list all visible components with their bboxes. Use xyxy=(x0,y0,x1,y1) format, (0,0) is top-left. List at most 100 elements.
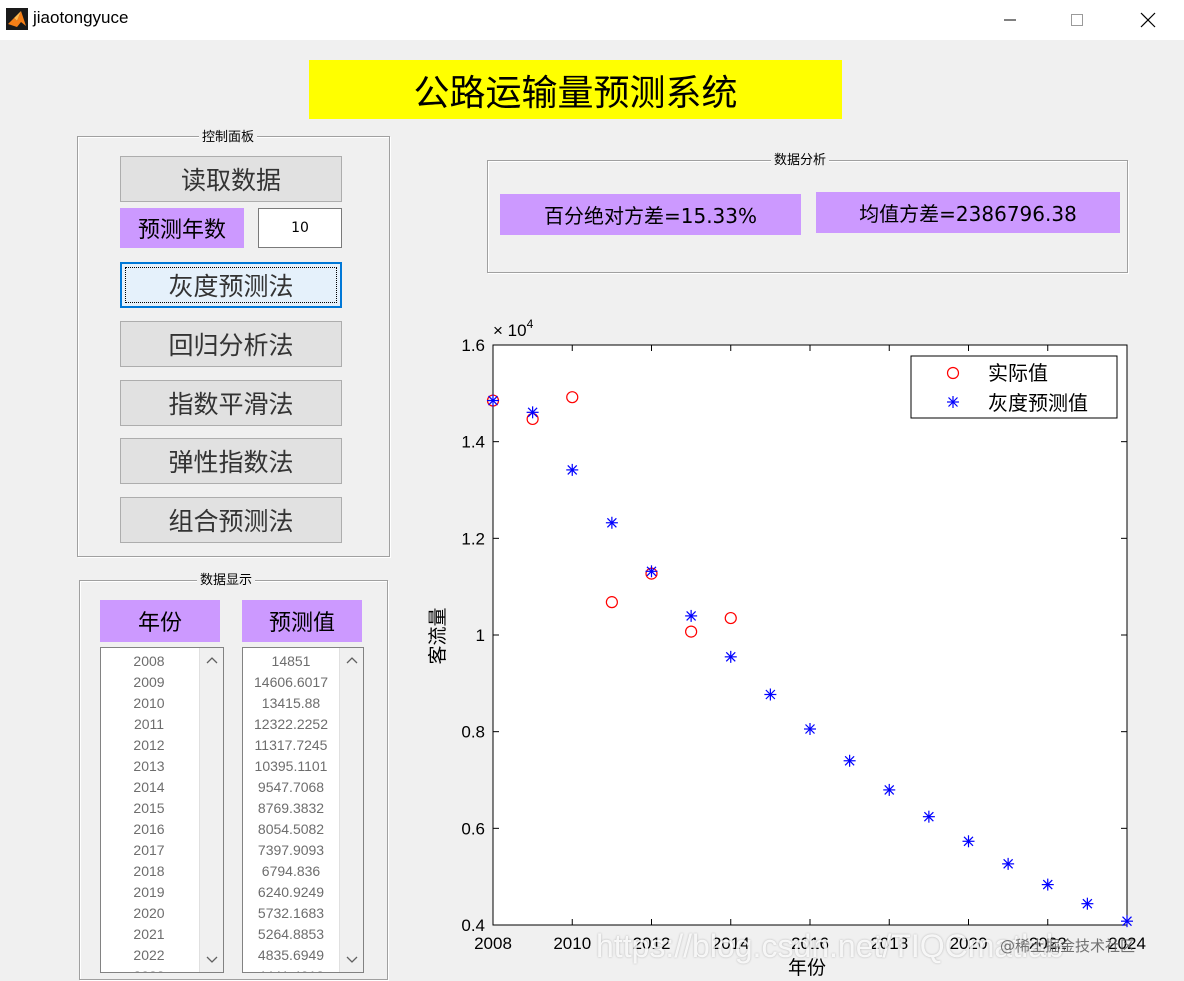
legend-forecast-marker xyxy=(947,396,959,408)
year-list-item[interactable]: 2018 xyxy=(133,863,165,879)
x-tick-label: 2014 xyxy=(712,934,750,953)
actual-value-point xyxy=(685,625,698,638)
value-list-item[interactable]: 4835.6949 xyxy=(257,947,325,963)
close-icon xyxy=(1140,12,1156,28)
read-data-button[interactable]: 读取数据 xyxy=(120,156,342,202)
year-list-item[interactable]: 2008 xyxy=(133,653,165,669)
value-list-item[interactable]: 8769.3832 xyxy=(257,800,325,816)
forecast-value-point xyxy=(922,810,935,823)
legend-actual-label: 实际值 xyxy=(988,362,1048,385)
x-tick-label: 2024 xyxy=(1108,934,1146,953)
x-tick-label: 2022 xyxy=(1029,934,1067,953)
y-exponent-label: × 104 xyxy=(493,317,534,340)
percent-error-display: 百分绝对方差=15.33% xyxy=(500,194,801,235)
year-list-item[interactable]: 2019 xyxy=(133,884,165,900)
minimize-button[interactable] xyxy=(980,0,1040,40)
forecast-value-point xyxy=(883,783,896,796)
year-column-header: 年份 xyxy=(100,600,220,642)
forecast-value-point xyxy=(605,516,618,529)
year-list-scrollbar[interactable] xyxy=(199,648,223,972)
value-list-item[interactable]: 11317.7245 xyxy=(254,737,328,753)
x-tick-label: 2010 xyxy=(553,934,591,953)
value-list-item[interactable]: 4441.4018 xyxy=(243,966,339,972)
forecast-value-point xyxy=(1081,897,1094,910)
watermark-2: @稀土掘金技术社区 xyxy=(1000,937,1136,955)
year-list-item[interactable]: 2011 xyxy=(133,716,165,732)
value-list-item[interactable]: 9547.7068 xyxy=(257,779,325,795)
chart-legend xyxy=(910,355,1118,419)
actual-value-point xyxy=(566,391,579,404)
maximize-button[interactable] xyxy=(1047,0,1107,40)
year-list-item[interactable]: 2010 xyxy=(133,695,165,711)
x-tick-label: 2012 xyxy=(633,934,671,953)
year-list-item[interactable]: 2015 xyxy=(133,800,165,816)
year-list-item[interactable]: 2012 xyxy=(133,737,165,753)
close-button[interactable] xyxy=(1118,0,1178,40)
x-tick-label: 2016 xyxy=(791,934,829,953)
forecast-value-point xyxy=(724,650,737,663)
data-display-title: 数据显示 xyxy=(197,569,256,588)
chevron-down-icon[interactable] xyxy=(206,956,218,964)
value-list-scrollbar[interactable] xyxy=(339,648,363,972)
forecast-value-point xyxy=(843,754,856,767)
minimize-icon xyxy=(1004,19,1016,21)
value-listbox[interactable]: 14851 14606.6017 13415.88 12322.2252 11317.7… xyxy=(242,647,364,973)
actual-value-point xyxy=(724,611,737,625)
value-list-item[interactable]: 7397.9093 xyxy=(257,842,325,858)
x-axis-label: 年份 xyxy=(788,957,826,979)
mean-variance-display: 均值方差=2386796.38 xyxy=(816,192,1120,233)
value-list-item[interactable]: 5264.8853 xyxy=(257,926,325,942)
elastic-index-button[interactable]: 弹性指数法 xyxy=(120,438,342,484)
year-list-item[interactable]: 2020 xyxy=(133,905,165,921)
value-list-item[interactable]: 5732.1683 xyxy=(257,905,325,921)
chevron-up-icon[interactable] xyxy=(346,656,358,664)
value-list-item[interactable]: 13415.88 xyxy=(261,695,321,711)
forecast-value-point xyxy=(487,394,499,407)
regression-analysis-button[interactable]: 回归分析法 xyxy=(120,321,342,367)
value-column-header: 预测值 xyxy=(242,600,362,642)
value-list-item[interactable]: 14606.6017 xyxy=(254,674,328,690)
value-list-item[interactable]: 6240.9249 xyxy=(257,884,325,900)
x-tick-label: 2018 xyxy=(870,934,908,953)
year-list-item[interactable]: 2014 xyxy=(133,779,165,795)
forecast-chart: 2008 2010 2012 2014 2016 2018 2020 2022 2024 0.4 0… xyxy=(427,317,1146,979)
year-list-item[interactable]: 2013 xyxy=(133,758,165,774)
forecast-years-label: 预测年数 xyxy=(120,208,244,248)
value-list-item[interactable]: 8054.5082 xyxy=(257,821,325,837)
value-list-item[interactable]: 14851 xyxy=(271,653,311,669)
year-list-item[interactable]: 2009 xyxy=(133,674,165,690)
year-list-item[interactable]: 2023 xyxy=(101,966,197,972)
watermark: https://blog.csdn.net/TIQCmatlab xyxy=(596,928,1064,964)
forecast-value-point xyxy=(804,723,816,736)
year-list-item[interactable]: 2022 xyxy=(133,947,165,963)
year-list-item[interactable]: 2016 xyxy=(133,821,165,837)
y-tick-label: 0.8 xyxy=(461,723,485,742)
forecast-value-point xyxy=(764,688,777,701)
maximize-icon xyxy=(1071,14,1083,26)
title-bar xyxy=(0,0,1184,40)
forecast-years-input[interactable]: 10 xyxy=(258,208,342,248)
main-title: 公路运输量预测系统 xyxy=(309,60,842,119)
value-list-item[interactable]: 12322.2252 xyxy=(254,716,328,732)
value-list-item[interactable]: 10395.1101 xyxy=(254,758,328,774)
grey-forecast-button[interactable]: 灰度预测法 xyxy=(120,262,342,308)
legend-forecast-label: 灰度预测值 xyxy=(988,392,1088,415)
chevron-up-icon[interactable] xyxy=(206,656,218,664)
year-list-item[interactable]: 2021 xyxy=(133,926,165,942)
combined-forecast-button[interactable]: 组合预测法 xyxy=(120,497,342,543)
y-tick-label: 1.6 xyxy=(461,336,485,355)
chevron-down-icon[interactable] xyxy=(346,956,358,964)
year-listbox[interactable]: 2008 2009 2010 2011 2012 2013 2014 2015 2016 2017… xyxy=(100,647,224,973)
exponential-smoothing-button[interactable]: 指数平滑法 xyxy=(120,380,342,426)
forecast-value-point xyxy=(962,835,975,848)
exponent-power: 4 xyxy=(527,317,534,331)
year-list-item[interactable]: 2017 xyxy=(133,842,165,858)
value-list-item[interactable]: 6794.836 xyxy=(261,863,321,879)
forecast-value-point xyxy=(1002,857,1015,870)
forecast-value-point xyxy=(566,463,579,476)
forecast-value-point xyxy=(526,406,539,419)
exponent-base: × 10 xyxy=(493,321,527,340)
forecast-value-point xyxy=(645,565,658,578)
control-panel-title: 控制面板 xyxy=(199,126,258,145)
y-tick-label: 0.6 xyxy=(461,819,485,838)
